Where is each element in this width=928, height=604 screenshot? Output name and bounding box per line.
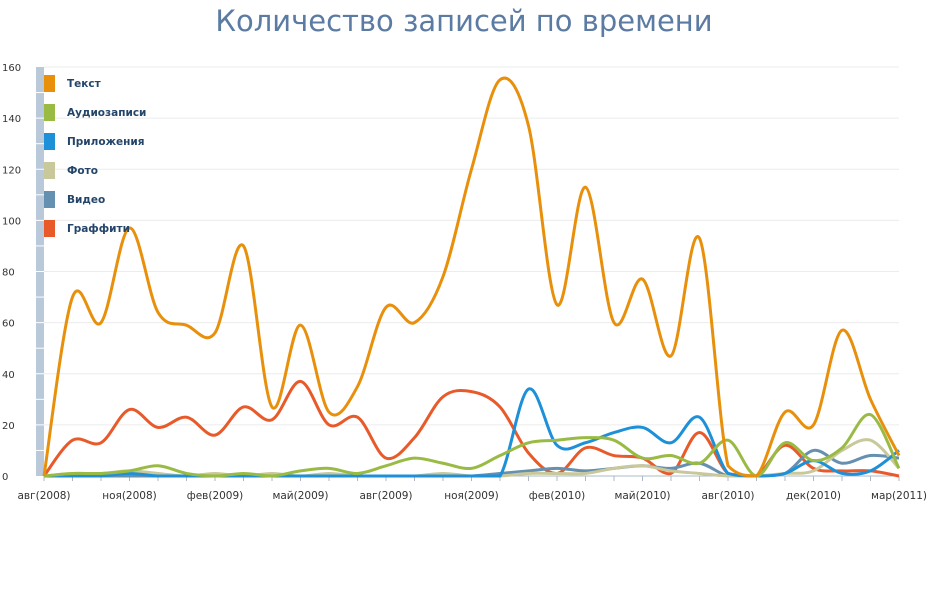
y-tick-label: 120 — [2, 165, 21, 176]
legend-swatch — [44, 220, 55, 237]
y-tick-label: 40 — [2, 370, 15, 381]
x-tick-label: авг(2009) — [359, 490, 412, 502]
legend-swatch — [44, 75, 55, 92]
chart-title: Количество записей по времени — [215, 4, 713, 38]
x-tick-label: дек(2010) — [786, 490, 841, 502]
x-tick-label: авг(2008) — [17, 490, 70, 502]
y-tick-label: 60 — [2, 319, 15, 330]
legend-swatch — [44, 191, 55, 208]
x-tick-label: фев(2009) — [187, 490, 244, 502]
y-tick-label: 0 — [2, 472, 8, 483]
x-tick-label: май(2010) — [614, 490, 670, 502]
x-tick-label: фев(2010) — [529, 490, 586, 502]
legend-label: Фото — [67, 165, 98, 177]
legend-swatch — [44, 162, 55, 179]
y-tick-label: 140 — [2, 114, 21, 125]
y-tick-label: 80 — [2, 268, 15, 279]
y-tick-label: 20 — [2, 421, 15, 432]
x-tick-label: ноя(2009) — [444, 490, 499, 502]
series-line-Текст — [42, 76, 901, 478]
y-tick-label: 100 — [2, 216, 21, 227]
y-tick-label: 160 — [2, 63, 21, 74]
x-tick-label: авг(2010) — [701, 490, 754, 502]
legend-swatch — [44, 104, 55, 121]
legend-label: Граффити — [67, 223, 130, 235]
legend-swatch — [44, 133, 55, 150]
x-tick-label: май(2009) — [272, 490, 328, 502]
x-tick-label: мар(2011) — [871, 490, 927, 502]
legend-label: Приложения — [67, 136, 145, 148]
x-tick-label: ноя(2008) — [102, 490, 157, 502]
legend-label: Видео — [67, 194, 105, 206]
legend-label: Аудиозаписи — [67, 107, 146, 119]
legend-label: Текст — [67, 78, 102, 90]
